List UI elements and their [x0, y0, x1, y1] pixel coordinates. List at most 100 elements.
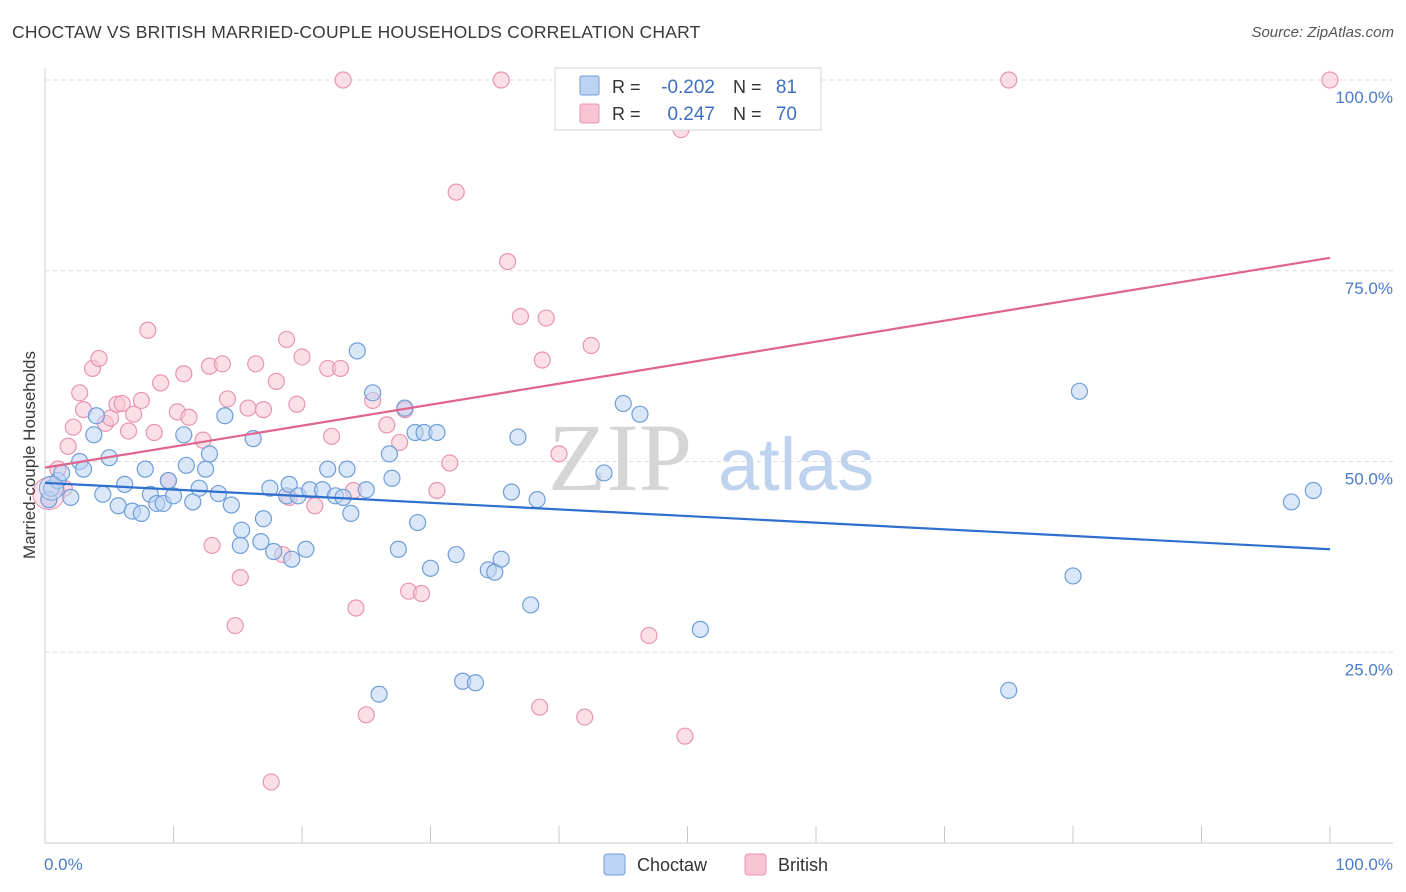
choctaw-point-31: [231, 536, 249, 555]
stats-legend: R = -0.202 N = 81 R = 0.247 N = 70: [554, 67, 822, 131]
british-point-60: [531, 698, 549, 716]
british-point-55: [441, 454, 459, 472]
y-axis-label: Married-couple Households: [20, 351, 39, 559]
british-point-56: [447, 183, 465, 201]
legend-swatch-choctaw: [603, 853, 626, 876]
choctaw-point-55: [389, 540, 407, 558]
british-point-18: [152, 374, 170, 392]
british-point-64: [576, 708, 594, 726]
british-point-65: [582, 336, 600, 355]
british-point-15: [132, 391, 150, 410]
source-label: Source: ZipAtlas.com: [1251, 24, 1394, 41]
british-point-36: [277, 330, 296, 349]
choctaw-point-64: [466, 674, 485, 692]
british-point-8: [90, 349, 108, 368]
y-tick-label-50: 50.0%: [1345, 470, 1393, 489]
choctaw-point-76: [1000, 681, 1018, 700]
choctaw-point-25: [197, 460, 215, 478]
stats-swatch-choctaw: [579, 75, 600, 96]
choctaw-point-80: [1304, 481, 1322, 500]
choctaw-point-72: [595, 464, 613, 482]
choctaw-point-69: [509, 428, 527, 446]
british-point-50: [391, 433, 409, 452]
legend-label-british: British: [778, 855, 828, 875]
stats-r-label-british: R =: [612, 104, 641, 124]
choctaw-point-26: [200, 445, 219, 463]
british-point-13: [119, 422, 138, 440]
choctaw-point-51: [364, 384, 382, 402]
british-point-39: [293, 348, 311, 366]
choctaw-point-78: [1070, 382, 1089, 400]
legend-swatch-british: [744, 853, 767, 876]
british-point-30: [239, 399, 257, 417]
british-point-44: [334, 71, 352, 89]
british-point-3: [59, 437, 77, 455]
y-tick-label-100: 100.0%: [1335, 88, 1393, 107]
watermark-atlas: atlas: [718, 423, 874, 506]
choctaw-point-39: [283, 550, 301, 568]
stats-n-label-choctaw: N =: [733, 77, 762, 97]
choctaw-point-24: [190, 479, 208, 497]
choctaw-point-75: [691, 620, 709, 638]
series-choctaw: [38, 342, 1322, 703]
choctaw-point-8: [87, 407, 106, 425]
choctaw-point-61: [428, 423, 446, 442]
x-tick-label-max: 100.0%: [1335, 855, 1393, 874]
british-point-34: [267, 372, 285, 390]
british-point-25: [203, 536, 221, 555]
choctaw-point-6: [74, 460, 93, 478]
choctaw-point-54: [383, 469, 401, 487]
british-point-16: [139, 321, 157, 339]
choctaw-point-68: [502, 483, 521, 501]
choctaw-point-21: [175, 426, 193, 444]
choctaw-point-58: [409, 513, 427, 532]
x-tick-label-min: 0.0%: [44, 855, 83, 874]
british-point-33: [262, 773, 280, 791]
british-point-5: [71, 384, 89, 402]
choctaw-point-41: [297, 540, 315, 558]
choctaw-point-74: [631, 405, 649, 423]
choctaw-point-14: [132, 504, 150, 522]
choctaw-point-52: [370, 685, 388, 703]
british-point-42: [322, 427, 341, 445]
choctaw-point-71: [528, 491, 546, 509]
y-axis-tick-labels: 25.0% 50.0% 75.0% 100.0%: [1335, 88, 1393, 679]
choctaw-point-73: [614, 394, 632, 413]
choctaw-point-7: [85, 426, 103, 444]
choctaw-point-27: [209, 484, 228, 503]
choctaw-point-49: [348, 342, 366, 360]
y-tick-label-75: 75.0%: [1345, 279, 1393, 298]
british-point-57: [492, 71, 510, 89]
choctaw-point-47: [338, 460, 356, 478]
british-point-53: [412, 584, 431, 603]
british-point-54: [428, 481, 446, 500]
british-point-43: [331, 359, 350, 378]
british-point-32: [254, 401, 273, 419]
choctaw-point-35: [261, 479, 279, 497]
british-point-70: [1321, 71, 1339, 89]
stats-n-label-british: N =: [733, 104, 762, 124]
choctaw-point-15: [136, 460, 154, 478]
british-point-31: [247, 355, 265, 373]
choctaw-point-36: [265, 542, 283, 561]
british-point-38: [288, 395, 306, 413]
choctaw-point-79: [1282, 493, 1301, 511]
british-point-17: [145, 423, 163, 442]
british-point-68: [676, 727, 694, 745]
y-tick-label-25: 25.0%: [1345, 660, 1393, 679]
choctaw-point-22: [177, 456, 195, 474]
british-point-27: [218, 390, 237, 408]
choctaw-point-12: [116, 475, 134, 493]
choctaw-point-28: [216, 407, 234, 425]
british-point-21: [175, 365, 193, 383]
choctaw-point-9: [94, 485, 112, 503]
british-point-22: [180, 408, 198, 426]
choctaw-point-34: [254, 510, 273, 528]
legend-label-choctaw: Choctaw: [637, 855, 708, 875]
choctaw-point-23: [184, 493, 202, 511]
british-point-26: [213, 355, 231, 373]
choctaw-point-30: [233, 521, 251, 539]
choctaw-point-cluster: [38, 475, 64, 501]
choctaw-point-38: [280, 475, 298, 493]
